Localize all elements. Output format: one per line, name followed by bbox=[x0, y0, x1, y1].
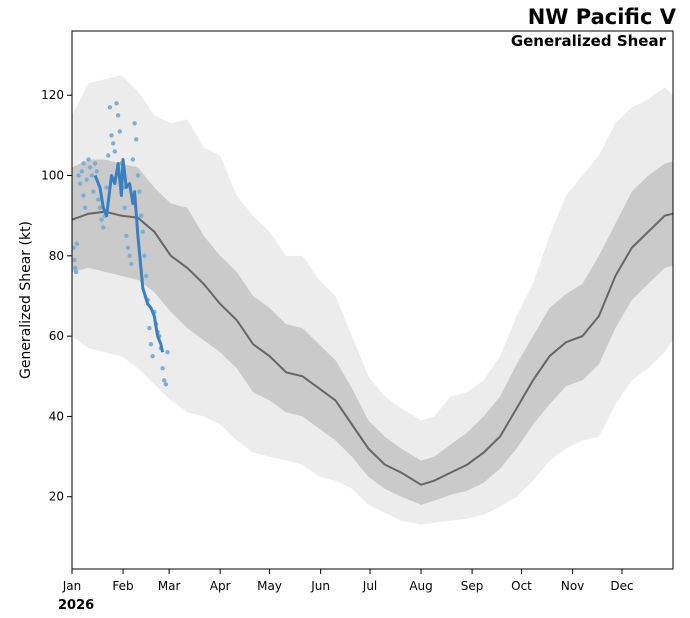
observation-point bbox=[107, 105, 113, 110]
x-tick-label-apr: Apr bbox=[210, 579, 231, 593]
x-tick-label-feb: Feb bbox=[112, 579, 133, 593]
observation-point bbox=[94, 169, 99, 174]
x-tick-label-sep: Sep bbox=[461, 579, 484, 593]
observation-point bbox=[97, 205, 103, 210]
observation-point bbox=[163, 382, 169, 387]
observation-point bbox=[140, 229, 145, 234]
climatology-mean-line bbox=[71, 210, 674, 486]
y-tick-label: 120 bbox=[41, 88, 64, 102]
y-tick-label: 20 bbox=[49, 490, 64, 504]
observation-point bbox=[109, 133, 114, 138]
x-axis-ticks: Jan Feb Mar Apr May Jun Jul Aug Sep Oct Nov Dec bbox=[62, 569, 634, 593]
year-label: 2026 bbox=[58, 598, 94, 613]
observation-point bbox=[127, 253, 132, 258]
y-tick-label: 40 bbox=[49, 409, 64, 423]
observation-point bbox=[160, 366, 165, 371]
observation-point bbox=[74, 241, 80, 246]
observation-point bbox=[130, 157, 136, 162]
observation-point bbox=[112, 149, 118, 154]
observation-point bbox=[114, 101, 119, 106]
x-tick-label-jul: Jul bbox=[362, 579, 377, 593]
observation-point bbox=[104, 185, 109, 190]
x-tick-label-jun: Jun bbox=[310, 579, 330, 593]
x-tick-label-dec: Dec bbox=[610, 579, 633, 593]
observation-point bbox=[162, 378, 167, 383]
y-axis-label: Generalized Shear (kt) bbox=[18, 221, 34, 379]
observation-point bbox=[101, 225, 106, 230]
x-tick-label-may: May bbox=[257, 579, 282, 593]
observation-point bbox=[137, 189, 142, 194]
observation-point bbox=[129, 261, 134, 267]
observation-point bbox=[150, 354, 155, 359]
observation-point bbox=[91, 189, 96, 194]
observation-point bbox=[89, 173, 95, 178]
observation-point bbox=[122, 205, 127, 210]
y-tick-label: 80 bbox=[49, 249, 64, 263]
observation-point bbox=[78, 181, 83, 186]
inner-percentile-band bbox=[72, 159, 673, 505]
observation-point bbox=[139, 213, 144, 218]
observation-point bbox=[96, 197, 101, 202]
observation-point bbox=[73, 265, 78, 271]
observation-point bbox=[81, 161, 86, 166]
observation-point bbox=[111, 141, 116, 146]
observation-point bbox=[142, 253, 147, 258]
observation-point bbox=[106, 153, 111, 158]
observation-point bbox=[81, 193, 86, 198]
chart-subtitle: Generalized Shear bbox=[511, 32, 667, 50]
observation-point bbox=[132, 121, 137, 126]
observation-point bbox=[148, 342, 154, 347]
observation-point bbox=[87, 165, 93, 170]
observation-point bbox=[86, 157, 91, 162]
observation-point bbox=[115, 113, 121, 118]
x-tick-label-mar: Mar bbox=[158, 579, 181, 593]
x-tick-label-jan: Jan bbox=[62, 579, 82, 593]
observation-point bbox=[72, 257, 77, 263]
observation-point bbox=[73, 269, 79, 275]
observation-point bbox=[84, 177, 90, 182]
observation-point bbox=[117, 129, 123, 134]
x-tick-label-oct: Oct bbox=[511, 579, 532, 593]
observation-point bbox=[134, 137, 139, 142]
observation-point bbox=[124, 233, 129, 238]
observation-point bbox=[79, 169, 85, 174]
observation-point bbox=[135, 173, 141, 178]
observation-point bbox=[143, 273, 149, 279]
y-tick-label: 100 bbox=[41, 169, 64, 183]
y-tick-label: 60 bbox=[49, 329, 64, 343]
x-tick-label-nov: Nov bbox=[561, 579, 584, 593]
observation-point bbox=[165, 350, 170, 355]
plot-frame bbox=[71, 30, 674, 570]
observation-point bbox=[147, 325, 152, 331]
x-tick-label-aug: Aug bbox=[409, 579, 432, 593]
observation-point bbox=[99, 217, 104, 222]
observation-point bbox=[76, 173, 81, 178]
observation-point bbox=[92, 161, 98, 166]
chart-title: NW Pacific V bbox=[528, 5, 677, 29]
observation-point bbox=[125, 245, 131, 250]
y-axis-ticks: 20 40 60 80 100 120 bbox=[41, 88, 72, 504]
observed-2026-line bbox=[93, 158, 165, 353]
observation-point bbox=[83, 205, 88, 210]
